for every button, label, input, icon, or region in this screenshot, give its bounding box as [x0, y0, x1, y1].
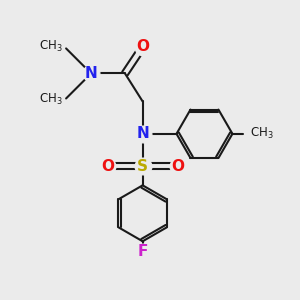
- Text: CH$_3$: CH$_3$: [39, 92, 63, 107]
- Text: S: S: [137, 159, 148, 174]
- Text: CH$_3$: CH$_3$: [39, 39, 63, 55]
- Text: N: N: [136, 126, 149, 141]
- Text: O: O: [136, 39, 149, 54]
- Text: F: F: [137, 244, 148, 259]
- Text: CH$_3$: CH$_3$: [250, 126, 274, 141]
- Text: N: N: [85, 66, 98, 81]
- Text: O: O: [172, 159, 184, 174]
- Text: O: O: [101, 159, 114, 174]
